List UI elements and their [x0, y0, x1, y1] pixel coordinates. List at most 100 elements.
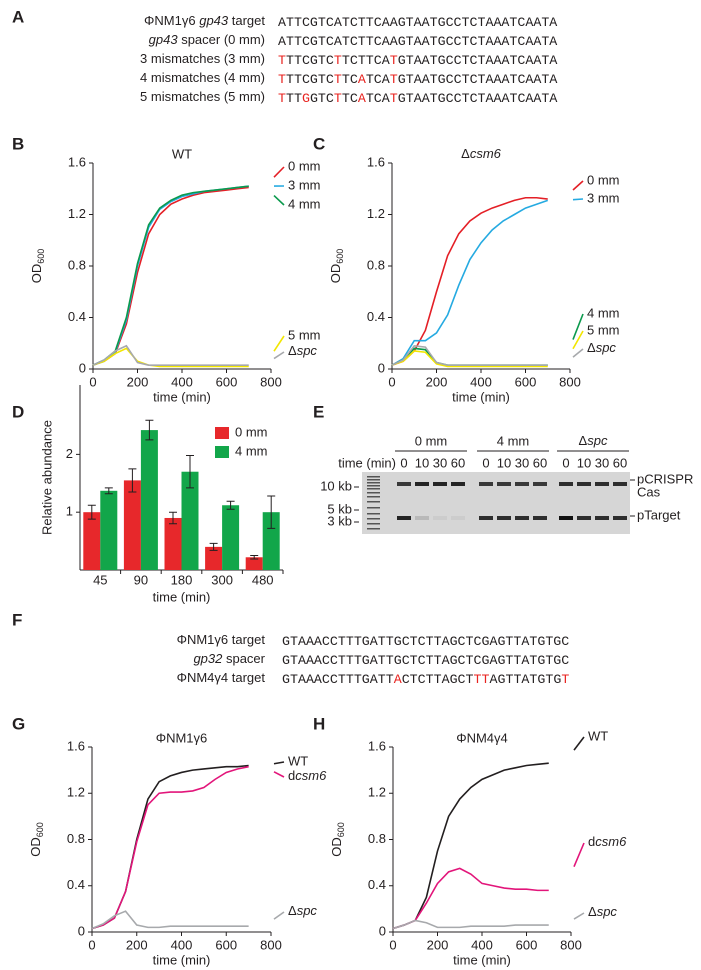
sequence-part: TC	[342, 91, 358, 106]
sequence-part: TCA	[366, 72, 390, 87]
text-part: Δ	[288, 343, 297, 358]
data-line	[392, 867, 549, 930]
sequence-part: TTCGTC	[286, 53, 334, 68]
sequence: GTAAACCTTTGATTGCTCTTAGCTCGAGTTATGTGC	[282, 653, 569, 668]
legend-label: Δspc	[588, 904, 617, 919]
chart-title: WT	[172, 146, 192, 161]
x-tick-label: 600	[216, 374, 238, 389]
lane-label: 0	[400, 455, 407, 470]
sequence: GTAAACCTTTGATTACTCTTAGCTTTAGTTATGTGT	[282, 672, 569, 687]
bar	[83, 512, 101, 570]
bar	[262, 512, 280, 570]
data-line	[91, 765, 249, 930]
y-tick-label: 0	[78, 923, 85, 938]
label-part: spacer (0 mm)	[178, 32, 265, 47]
y-axis-label: OD600	[28, 822, 45, 857]
x-axis-label: time (min)	[453, 952, 511, 967]
y-tick-label: 1.2	[67, 785, 85, 800]
band-label: Cas	[637, 484, 661, 499]
panel-label: D	[12, 402, 24, 421]
legend-connector	[572, 330, 584, 350]
gel-band	[613, 516, 627, 520]
x-tick-label: 200	[126, 937, 148, 952]
x-tick-label: 400	[171, 374, 193, 389]
panel-label: C	[313, 134, 325, 153]
x-tick-label: 0	[388, 374, 395, 389]
lane-label: 30	[515, 455, 529, 470]
x-tick-label: 200	[426, 374, 448, 389]
x-tick-label: 0	[389, 937, 396, 952]
legend-label: 0 mm	[587, 172, 620, 187]
bar	[123, 480, 141, 570]
text-part: Δ	[579, 433, 588, 448]
y-axis-label: OD600	[329, 822, 346, 857]
x-axis-label: time (min)	[153, 952, 211, 967]
legend-label: 3 mm	[288, 177, 321, 192]
y-tick-label: 1.6	[67, 738, 85, 753]
lane-label: 10	[577, 455, 591, 470]
text-part: spc	[596, 340, 617, 355]
label-part: 4 mismatches (4 mm)	[140, 70, 265, 85]
sequence-part: T	[278, 53, 286, 68]
sequence-part: CTCTTAGCT	[402, 672, 474, 687]
chart-title: ΦNM4γ4	[456, 730, 508, 745]
legend-label: 4 mm	[235, 443, 268, 458]
text-part: spc	[587, 433, 608, 448]
x-axis-label: time (min)	[452, 389, 510, 404]
y-tick-label: 1.6	[68, 154, 86, 169]
gel-band	[497, 516, 511, 520]
y-tick-label: 1.2	[368, 785, 386, 800]
label-part: ΦNM1γ6	[144, 13, 199, 28]
ladder-band	[367, 528, 380, 530]
data-line	[92, 185, 249, 366]
legend-label: 3 mm	[587, 190, 620, 205]
bar	[100, 490, 118, 570]
label-part: 5 mismatches (5 mm)	[140, 89, 265, 104]
sequence-part: TT	[286, 91, 302, 106]
legend-connector	[273, 335, 285, 352]
sequence-part: T	[278, 91, 286, 106]
panel-label: B	[12, 134, 24, 153]
sequence-part: TCTTCA	[342, 53, 390, 68]
gel-band	[515, 516, 529, 520]
label-part: target	[228, 13, 265, 28]
band-label: pCRISPR	[637, 471, 693, 486]
sequence-part: ATTCGTCATCTTCAAGTAATGCCTCTAAATCAATA	[278, 15, 557, 30]
gel-band	[533, 482, 547, 486]
gel-band	[559, 482, 573, 486]
x-tick-label: 300	[211, 572, 233, 587]
y-tick-label: 0	[79, 360, 86, 375]
gel-band	[433, 482, 447, 486]
sequence-part: AGTTATGTG	[490, 672, 562, 687]
legend-swatch	[215, 446, 229, 458]
y-axis-label-sub: 600	[336, 822, 346, 837]
sequence-part: T	[561, 672, 569, 687]
gel-band	[415, 516, 429, 520]
sequence-part: TCA	[366, 91, 390, 106]
x-axis-label: time (min)	[153, 389, 211, 404]
label-part: 3 mismatches (3 mm)	[140, 51, 265, 66]
y-tick-label: 1.2	[68, 206, 86, 221]
marker-label: 3 kb	[327, 513, 352, 528]
sequence-label: ΦNM1γ6 target	[177, 632, 266, 647]
label-part: gp43	[149, 32, 179, 47]
lane-label: 30	[433, 455, 447, 470]
y-tick-label: 0.8	[368, 831, 386, 846]
data-line	[392, 762, 549, 930]
ladder-band	[367, 513, 380, 515]
x-tick-label: 800	[260, 374, 282, 389]
x-tick-label: 200	[427, 937, 449, 952]
text-part: Δ	[587, 340, 596, 355]
time-label: time (min)	[338, 455, 396, 470]
group-header: 4 mm	[497, 433, 530, 448]
ladder-band	[367, 496, 380, 498]
legend-connector	[573, 842, 585, 867]
gel-band	[433, 516, 447, 520]
sequence: TTTGGTCTTCATCATGTAATGCCTCTAAATCAATA	[278, 91, 557, 106]
bar	[140, 430, 158, 570]
x-tick-label: 400	[171, 937, 193, 952]
panel-label: A	[12, 7, 24, 26]
y-axis-label-sub: 600	[335, 249, 345, 264]
sequence-part: T	[334, 72, 342, 87]
